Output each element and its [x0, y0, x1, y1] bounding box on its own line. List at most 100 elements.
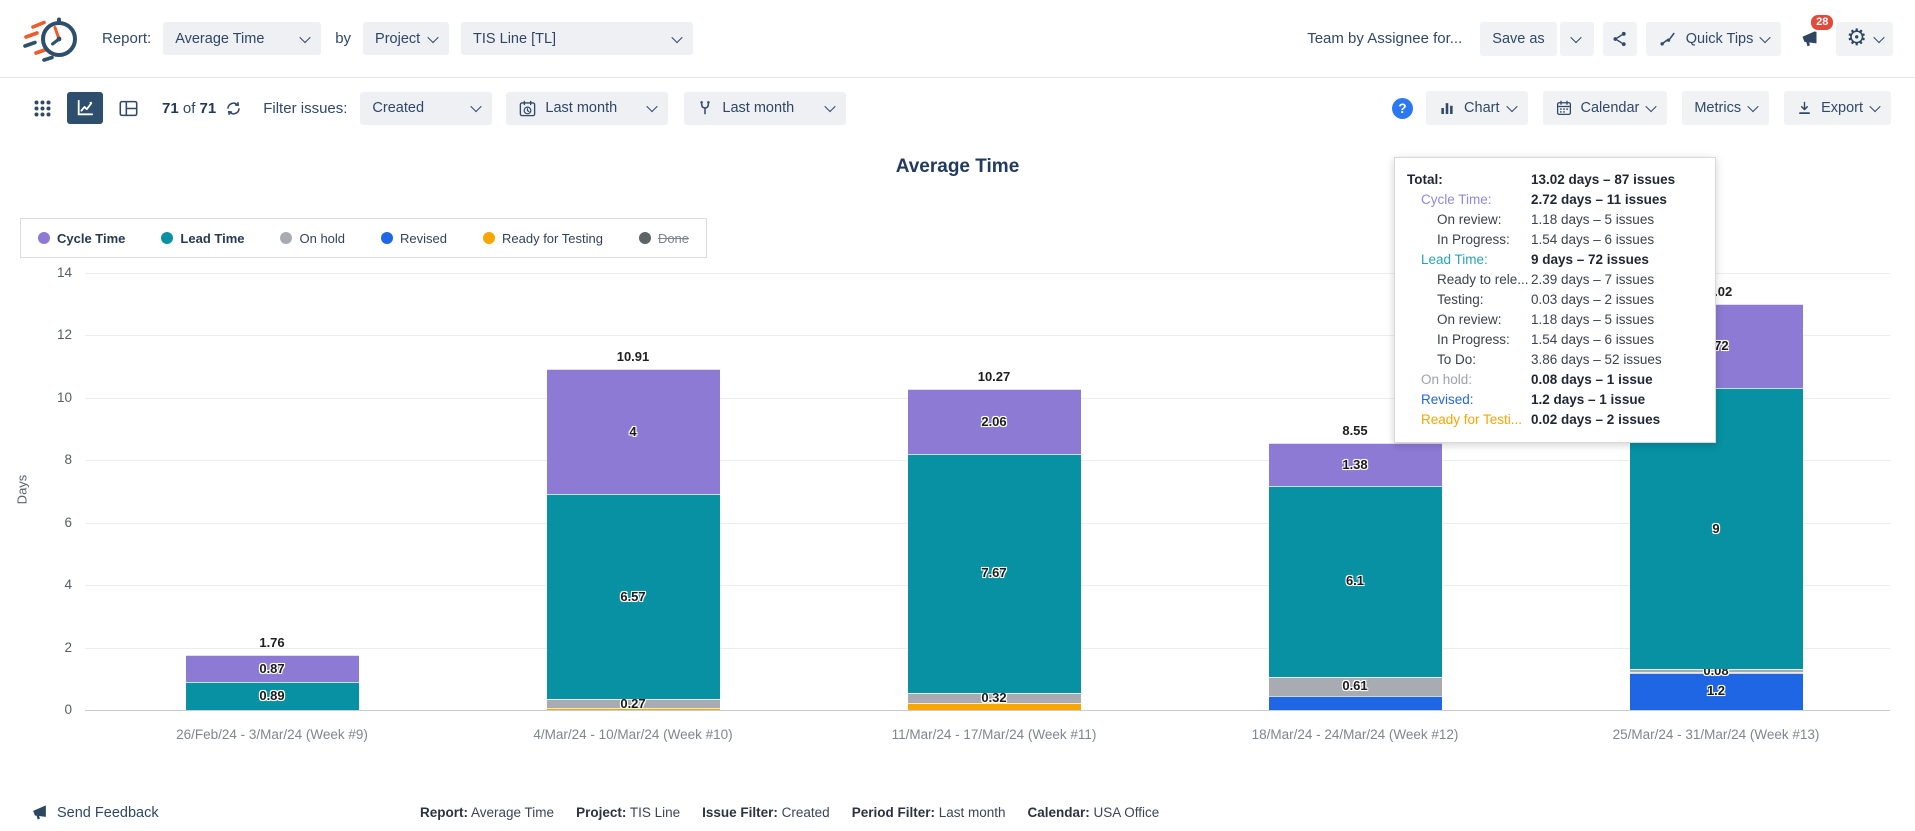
tooltip-row-value: 2.39 days – 7 issues	[1531, 272, 1655, 287]
bar-total-label: 10.27	[977, 369, 1011, 385]
quick-tips-label: Quick Tips	[1685, 30, 1754, 47]
bar-segment-ready-for-testing[interactable]	[546, 707, 720, 710]
bar-segment-revised[interactable]	[1629, 672, 1803, 710]
metrics-button-label: Metrics	[1694, 100, 1742, 116]
issue-filter-value: Created	[372, 100, 425, 116]
bar-segment-lead-time[interactable]	[185, 682, 359, 710]
refresh-icon	[227, 101, 241, 115]
period-filter-value: Last month	[545, 100, 618, 116]
save-as-button[interactable]: Save as	[1480, 21, 1557, 56]
help-button[interactable]: ?	[1392, 97, 1414, 119]
bar-total-label: 8.55	[1342, 423, 1368, 439]
tooltip-row: Lead Time: 9 days – 72 issues	[1395, 250, 1705, 270]
bar-segment-lead-time[interactable]	[546, 494, 720, 700]
legend-item-cycle-time[interactable]: Cycle Time	[38, 231, 125, 246]
report-type-select[interactable]: Average Time	[163, 22, 322, 55]
tooltip-row-value: 1.54 days – 6 issues	[1531, 332, 1655, 347]
tooltip-row-value: 13.02 days – 87 issues	[1531, 172, 1676, 187]
tooltip-row-label: Ready for Testi...	[1421, 412, 1523, 427]
send-feedback-button[interactable]: Send Feedback	[30, 803, 159, 822]
report-label: Report:	[102, 30, 152, 47]
tooltip-row-value: 1.18 days – 5 issues	[1531, 212, 1655, 227]
tooltip-row-label: On hold:	[1421, 372, 1473, 387]
tooltip-row-value: 1.54 days – 6 issues	[1531, 232, 1655, 247]
tooltip-row: Cycle Time: 2.72 days – 11 issues	[1395, 190, 1705, 210]
legend-label: Revised	[400, 230, 447, 246]
tooltip-row: In Progress: 1.54 days – 6 issues	[1395, 230, 1705, 250]
x-axis-label: 4/Mar/24 - 10/Mar/24 (Week #10)	[533, 727, 733, 742]
legend-dot	[638, 232, 651, 244]
notification-badge: 28	[1809, 12, 1836, 32]
bar-segment-lead-time[interactable]	[1268, 486, 1442, 677]
bar-segment-on-hold[interactable]	[1629, 669, 1803, 672]
chart-view-icon	[77, 99, 94, 116]
issue-count: 71 of 71	[162, 100, 216, 117]
bar-segment-ready-for-testing[interactable]	[1629, 671, 1803, 673]
grid-view-button[interactable]	[24, 92, 60, 124]
share-icon	[1613, 31, 1626, 46]
period-filter-select[interactable]: Last month	[506, 91, 669, 125]
x-axis-label: 11/Mar/24 - 17/Mar/24 (Week #11)	[891, 727, 1097, 742]
whats-new-button[interactable]: 28	[1791, 12, 1836, 56]
tooltip-row-label: To Do:	[1437, 352, 1477, 367]
tooltip-row-label: Lead Time:	[1421, 252, 1488, 267]
legend-label: Ready for Testing	[502, 230, 603, 246]
tooltip-row: On review: 1.18 days – 5 issues	[1395, 210, 1705, 230]
quick-tips-button[interactable]: Quick Tips	[1645, 21, 1782, 56]
tooltip-row: Ready for Testi... 0.02 days – 2 issues	[1395, 410, 1705, 430]
route-icon	[1660, 32, 1675, 45]
tooltip-row-label: On review:	[1437, 312, 1502, 327]
bar-segment-cycle-time[interactable]	[1268, 443, 1442, 487]
table-view-button[interactable]	[110, 92, 146, 124]
group-by-select[interactable]: Project	[363, 22, 450, 55]
question-mark-icon: ?	[1398, 100, 1407, 116]
legend-item-lead-time[interactable]: Lead Time	[161, 231, 244, 246]
calendar-clock-icon	[520, 100, 536, 116]
bar-segment-cycle-time[interactable]	[546, 369, 720, 495]
metrics-button[interactable]: Metrics	[1682, 91, 1770, 125]
saved-report-name[interactable]: Team by Assignee for...	[1307, 30, 1463, 47]
chart-view-button[interactable]	[67, 92, 103, 124]
share-button[interactable]	[1602, 21, 1637, 56]
header: Report: Average Time by Project TIS Line…	[0, 0, 1915, 78]
legend-item-revised[interactable]: Revised	[381, 231, 447, 246]
summary-item: Calendar: USA Office	[1027, 805, 1160, 820]
download-icon	[1799, 101, 1811, 114]
tooltip-row-label: Cycle Time:	[1421, 192, 1492, 207]
tooltip-row-value: 0.08 days – 1 issue	[1531, 372, 1653, 387]
bar-segment-lead-time[interactable]	[907, 453, 1081, 694]
app-logo-icon	[22, 12, 82, 66]
refresh-button[interactable]	[224, 99, 243, 118]
issue-filter-select[interactable]: Created	[360, 91, 493, 125]
chart-type-button[interactable]: Chart	[1426, 91, 1528, 125]
legend-item-on-hold[interactable]: On hold	[280, 231, 345, 246]
tooltip-row-label: In Progress:	[1437, 232, 1510, 247]
y-axis-title: Days	[14, 474, 30, 505]
calendar-button[interactable]: Calendar	[1542, 91, 1668, 125]
y-axis-tick-label: 12	[56, 327, 72, 343]
legend-item-done[interactable]: Done	[638, 231, 689, 246]
tooltip-row-label: Testing:	[1437, 292, 1484, 307]
bar-segment-ready-for-testing[interactable]	[907, 703, 1081, 710]
bar-segment-on-hold[interactable]	[546, 699, 720, 708]
table-view-icon	[119, 100, 137, 116]
export-button[interactable]: Export	[1784, 91, 1891, 125]
legend-label: Cycle Time	[57, 230, 126, 246]
project-select[interactable]: TIS Line [TL]	[461, 22, 694, 55]
bar-segment-on-hold[interactable]	[907, 693, 1081, 704]
settings-button[interactable]: ⚙	[1836, 21, 1893, 56]
bar-total-label: 10.91	[616, 349, 650, 365]
tooltip-row-value: 2.72 days – 11 issues	[1531, 192, 1667, 207]
tooltip-row-value: 0.03 days – 2 issues	[1531, 292, 1655, 307]
tooltip-row-label: Total:	[1407, 172, 1443, 187]
issue-count-of: of	[182, 99, 196, 117]
bar-segment-cycle-time[interactable]	[907, 389, 1081, 454]
resolution-period-select[interactable]: Last month	[684, 91, 847, 125]
legend-item-ready-for-testing[interactable]: Ready for Testing	[483, 231, 603, 246]
bar-segment-on-hold[interactable]	[1268, 676, 1442, 696]
bar-segment-cycle-time[interactable]	[185, 655, 359, 683]
y-axis-tick-label: 10	[56, 389, 72, 405]
bar-segment-revised[interactable]	[1268, 695, 1442, 710]
save-as-menu-button[interactable]	[1559, 21, 1594, 56]
